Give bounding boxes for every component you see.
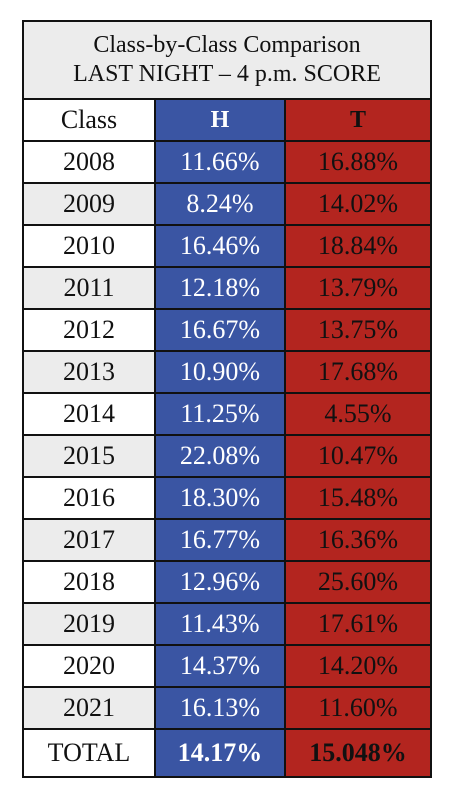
total-t-value: 15.048% [286, 730, 430, 776]
row-t-value: 15.48% [286, 478, 430, 520]
total-h-value: 14.17% [156, 730, 286, 776]
row-h-value: 11.43% [156, 604, 286, 646]
row-class: 2016 [24, 478, 156, 520]
row-h-value: 18.30% [156, 478, 286, 520]
row-class: 2008 [24, 142, 156, 184]
row-class: 2018 [24, 562, 156, 604]
table-row: 2018 12.96% 25.60% [24, 562, 430, 604]
row-h-value: 12.18% [156, 268, 286, 310]
header-h: H [156, 100, 286, 142]
title-line-1: Class-by-Class Comparison [93, 32, 361, 58]
row-t-value: 10.47% [286, 436, 430, 478]
row-class: 2017 [24, 520, 156, 562]
row-h-value: 8.24% [156, 184, 286, 226]
row-h-value: 16.13% [156, 688, 286, 730]
comparison-table: Class-by-Class Comparison LAST NIGHT – 4… [22, 20, 432, 778]
table-row: 2016 18.30% 15.48% [24, 478, 430, 520]
table-row: 2011 12.18% 13.79% [24, 268, 430, 310]
table-row: 2009 8.24% 14.02% [24, 184, 430, 226]
row-class: 2010 [24, 226, 156, 268]
row-t-value: 17.61% [286, 604, 430, 646]
header-t: T [286, 100, 430, 142]
row-class: 2020 [24, 646, 156, 688]
table-row: 2017 16.77% 16.36% [24, 520, 430, 562]
row-t-value: 16.88% [286, 142, 430, 184]
row-t-value: 25.60% [286, 562, 430, 604]
row-t-value: 17.68% [286, 352, 430, 394]
row-h-value: 11.25% [156, 394, 286, 436]
row-t-value: 4.55% [286, 394, 430, 436]
total-label: TOTAL [24, 730, 156, 776]
row-class: 2019 [24, 604, 156, 646]
row-t-value: 13.79% [286, 268, 430, 310]
row-h-value: 16.77% [156, 520, 286, 562]
row-class: 2012 [24, 310, 156, 352]
table-title: Class-by-Class Comparison LAST NIGHT – 4… [24, 22, 430, 100]
row-t-value: 16.36% [286, 520, 430, 562]
row-class: 2013 [24, 352, 156, 394]
total-row: TOTAL 14.17% 15.048% [24, 730, 430, 776]
table-row: 2008 11.66% 16.88% [24, 142, 430, 184]
table-row: 2010 16.46% 18.84% [24, 226, 430, 268]
row-class: 2009 [24, 184, 156, 226]
title-line-2: LAST NIGHT – 4 p.m. SCORE [73, 61, 381, 87]
table-row: 2020 14.37% 14.20% [24, 646, 430, 688]
row-t-value: 13.75% [286, 310, 430, 352]
table-row: 2015 22.08% 10.47% [24, 436, 430, 478]
table-row: 2021 16.13% 11.60% [24, 688, 430, 730]
row-class: 2021 [24, 688, 156, 730]
header-row: Class H T [24, 100, 430, 142]
row-t-value: 14.20% [286, 646, 430, 688]
row-class: 2015 [24, 436, 156, 478]
row-h-value: 16.67% [156, 310, 286, 352]
row-class: 2011 [24, 268, 156, 310]
row-t-value: 18.84% [286, 226, 430, 268]
table-row: 2019 11.43% 17.61% [24, 604, 430, 646]
row-h-value: 16.46% [156, 226, 286, 268]
row-h-value: 10.90% [156, 352, 286, 394]
row-h-value: 22.08% [156, 436, 286, 478]
table-row: 2012 16.67% 13.75% [24, 310, 430, 352]
row-class: 2014 [24, 394, 156, 436]
row-h-value: 14.37% [156, 646, 286, 688]
table-row: 2014 11.25% 4.55% [24, 394, 430, 436]
header-class: Class [24, 100, 156, 142]
table-row: 2013 10.90% 17.68% [24, 352, 430, 394]
row-t-value: 11.60% [286, 688, 430, 730]
row-t-value: 14.02% [286, 184, 430, 226]
row-h-value: 11.66% [156, 142, 286, 184]
row-h-value: 12.96% [156, 562, 286, 604]
